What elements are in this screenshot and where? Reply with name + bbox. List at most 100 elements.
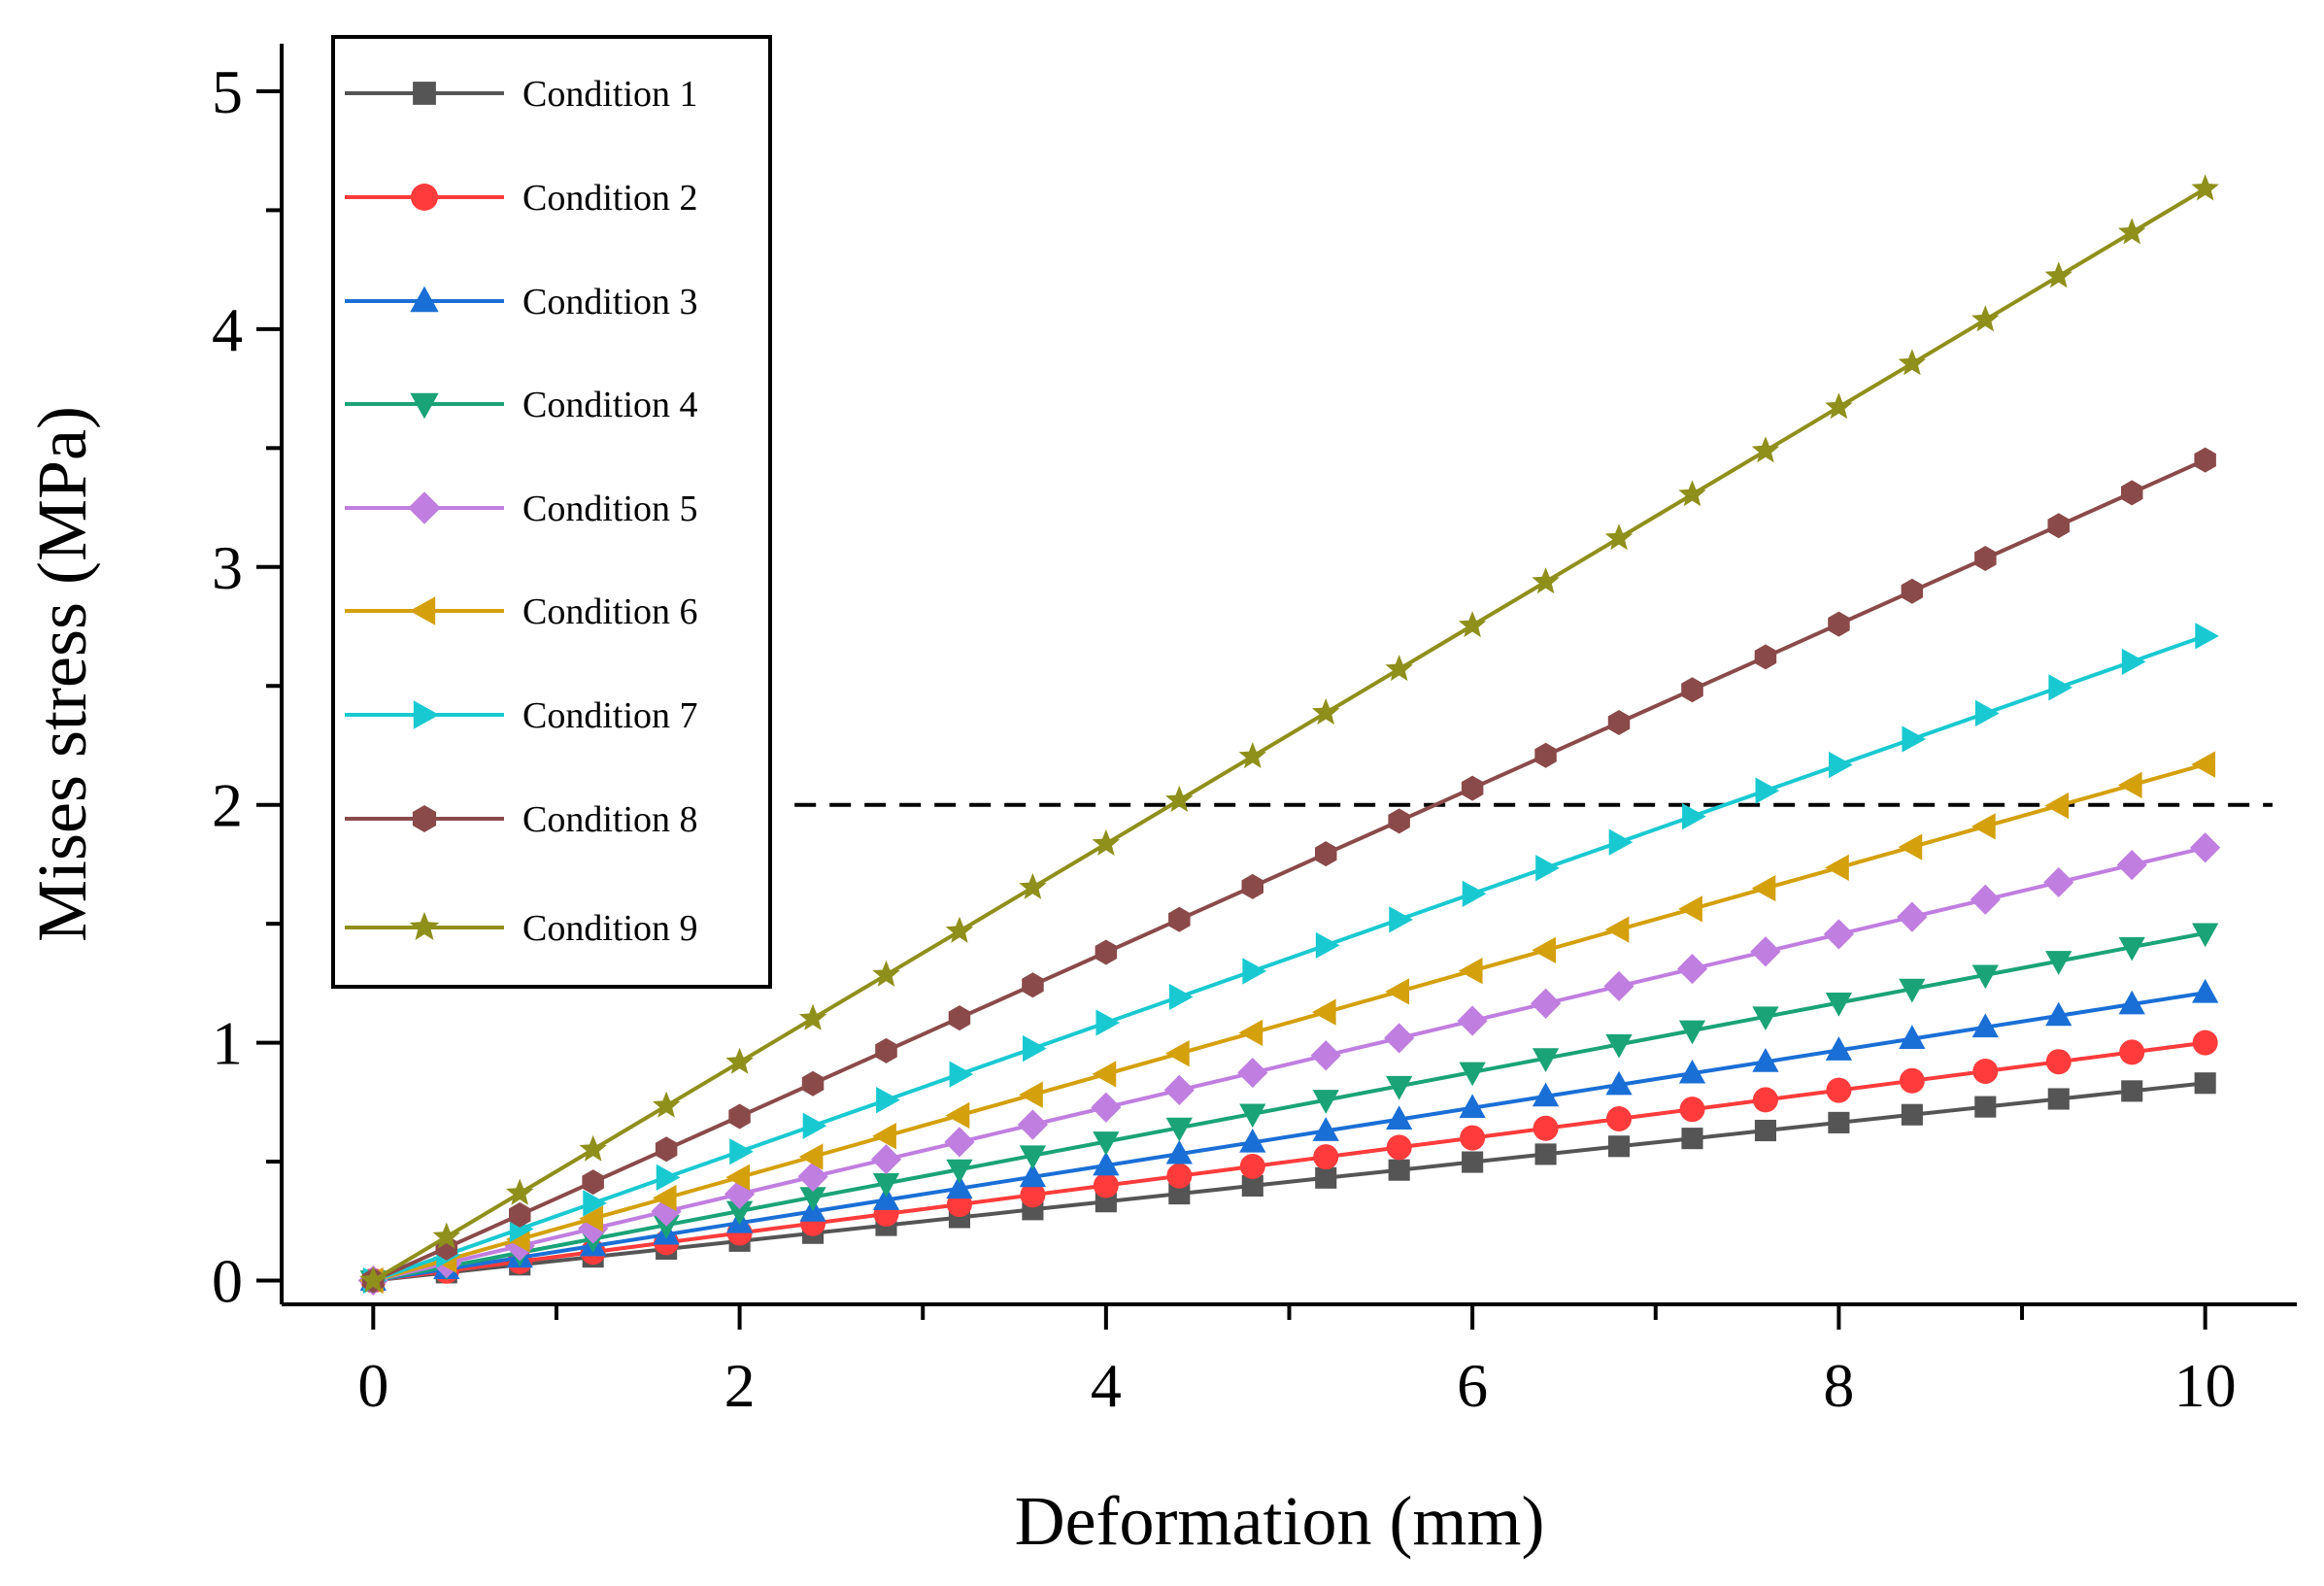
data-point (945, 916, 974, 943)
data-point (1458, 957, 1483, 985)
data-point (1828, 1111, 1850, 1133)
data-point (1165, 1040, 1190, 1067)
data-point (1091, 1092, 1122, 1123)
x-tick-label: 4 (1091, 1351, 1122, 1420)
legend-item: Condition 6 (345, 591, 698, 632)
data-point (1462, 880, 1487, 907)
legend-marker (410, 392, 439, 420)
data-point (1823, 919, 1855, 950)
y-tick-label: 4 (212, 295, 243, 364)
data-point (1971, 964, 1999, 990)
data-point (801, 1070, 825, 1097)
series-6 (359, 751, 2216, 1295)
data-point (1751, 874, 1776, 902)
data-point (2047, 1088, 2070, 1110)
data-point (1899, 978, 1926, 1003)
y-axis-title: Mises stress (MPa) (23, 406, 101, 942)
data-point (1681, 1128, 1703, 1150)
legend-marker (410, 286, 439, 313)
legend-item: Condition 8 (345, 799, 698, 840)
data-point (1901, 1103, 1923, 1126)
series-line (372, 186, 2206, 1283)
data-point (1825, 854, 1849, 882)
data-point (2045, 1001, 2072, 1027)
data-point (799, 1187, 826, 1211)
data-point (1386, 1105, 1413, 1130)
data-point (359, 1265, 387, 1293)
legend-item: Condition 9 (345, 908, 698, 949)
data-point (2116, 850, 2147, 881)
data-point (725, 1164, 750, 1191)
legend-label: Condition 7 (522, 695, 698, 736)
series-2 (360, 1029, 2218, 1294)
data-point (1899, 1067, 1925, 1094)
data-point (1457, 1005, 1488, 1036)
data-point (875, 1037, 897, 1063)
data-point (506, 1178, 534, 1205)
data-point (1898, 833, 1923, 860)
data-point (1678, 1059, 1706, 1084)
legend-marker (413, 82, 436, 105)
data-point (582, 1169, 604, 1196)
data-point (1828, 611, 1850, 637)
data-point (1971, 305, 2000, 332)
legend-item: Condition 2 (345, 178, 698, 219)
data-point (1676, 953, 1708, 985)
data-point (1388, 808, 1410, 834)
legend-marker (412, 805, 437, 832)
data-point (579, 1134, 607, 1162)
x-tick-label: 2 (724, 1351, 756, 1420)
data-point (2190, 832, 2221, 863)
data-point (1242, 958, 1267, 985)
data-point (1312, 1090, 1339, 1114)
data-point (2043, 866, 2074, 898)
series-line (372, 991, 2206, 1283)
data-point (1755, 777, 1780, 804)
data-point (1607, 710, 1631, 735)
series-line (373, 1081, 2206, 1283)
legend-item: Condition 4 (345, 385, 698, 425)
data-point (1168, 906, 1191, 932)
data-point (1678, 480, 1706, 507)
data-point (1385, 655, 1413, 682)
x-tick-label: 8 (1823, 1351, 1854, 1420)
data-point (1678, 1020, 1706, 1045)
data-point (1386, 1134, 1412, 1161)
data-point (583, 1190, 607, 1217)
data-point (1460, 1125, 1486, 1151)
data-point (1825, 1036, 1853, 1061)
data-point (798, 1003, 827, 1030)
data-point (2117, 771, 2142, 798)
y-tick-label: 3 (212, 533, 243, 602)
data-point (432, 1222, 460, 1249)
data-point (1238, 742, 1266, 768)
x-tick-label: 10 (2174, 1351, 2237, 1420)
data-point (876, 1087, 900, 1114)
data-point (1678, 895, 1702, 923)
data-point (579, 1205, 604, 1232)
data-point (1825, 392, 1853, 420)
legend-marker (411, 184, 438, 211)
data-point (656, 1164, 681, 1191)
data-point (2121, 480, 2143, 506)
data-point (1750, 936, 1781, 967)
data-point (1239, 1103, 1266, 1129)
data-point (1239, 1153, 1265, 1179)
data-point (2191, 174, 2219, 201)
data-point (1607, 1135, 1631, 1158)
data-point (1023, 1034, 1047, 1063)
data-point (655, 1136, 678, 1163)
data-point (2118, 936, 2145, 962)
data-point (1754, 644, 1777, 670)
data-point (872, 1186, 900, 1210)
data-point (1974, 1096, 1997, 1118)
data-point (1974, 546, 1997, 571)
data-point (1311, 998, 1336, 1026)
data-point (1902, 726, 1927, 753)
data-point (729, 1138, 754, 1165)
data-point (1679, 1097, 1705, 1123)
data-point (949, 1061, 974, 1088)
data-point (1754, 1119, 1777, 1142)
data-point (1897, 901, 1928, 932)
data-point (1310, 1040, 1341, 1071)
